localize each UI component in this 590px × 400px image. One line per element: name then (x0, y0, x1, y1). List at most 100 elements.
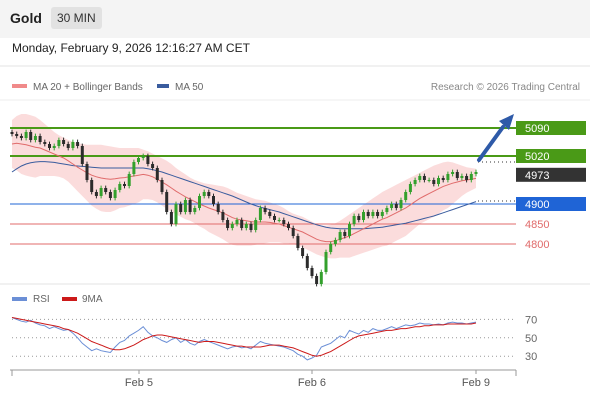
rsi-level-label-70: 70 (525, 314, 537, 326)
candle-body (258, 208, 262, 220)
candle-body (422, 176, 426, 180)
candle-body (385, 208, 389, 212)
candle-body (469, 174, 473, 180)
price-levels (10, 127, 516, 245)
candle-body (151, 164, 155, 168)
candle-body (244, 224, 248, 228)
x-tick-label: Feb 6 (298, 377, 326, 389)
ma50-legend-label: MA 50 (175, 82, 204, 93)
candle-body (296, 236, 300, 248)
candle-body (460, 176, 464, 178)
candle-body (441, 178, 445, 180)
candle-body (155, 168, 159, 180)
candle-body (146, 156, 150, 164)
candle-body (193, 208, 197, 212)
candle-body (165, 192, 169, 212)
candle-body (474, 172, 478, 174)
candle-body (169, 212, 173, 224)
candle-body (38, 136, 42, 142)
candle-body (212, 196, 215, 204)
level-label-4800: 4800 (525, 239, 549, 251)
instrument-title: Gold (10, 10, 42, 26)
chart-datetime: Monday, February 9, 2026 12:16:27 AM CET (12, 41, 250, 55)
candle-body (62, 140, 66, 144)
candle-body (451, 172, 455, 174)
bollinger-band (12, 114, 476, 259)
x-tick-label: Feb 9 (462, 377, 490, 389)
candle-body (108, 192, 112, 198)
candle-body (221, 212, 225, 220)
ma20-line (11, 142, 477, 243)
ma50-legend-swatch (157, 84, 169, 88)
candle-body (80, 146, 84, 164)
rsi-legend-swatch (12, 297, 27, 301)
candle-body (179, 204, 183, 212)
candle-body (263, 208, 267, 212)
rsi-levels: 70 50 30 (12, 314, 537, 363)
candle-body (207, 192, 211, 196)
level-label-4973: 4973 (525, 170, 549, 182)
candle-body (226, 220, 230, 228)
candle-body (301, 248, 305, 256)
candle-body (348, 224, 351, 236)
rsi-legend-label: RSI (33, 294, 50, 305)
candle-body (19, 136, 23, 138)
rsi-ma-legend-swatch (62, 297, 77, 301)
candle-body (10, 132, 14, 134)
candle-body (118, 184, 122, 190)
candle-body (33, 136, 37, 140)
candle-body (310, 268, 314, 276)
candle-body (362, 212, 365, 220)
candle-body (71, 142, 75, 148)
forecast-arrow (477, 114, 514, 162)
candle-body (413, 180, 417, 184)
candle-body (230, 224, 234, 228)
candle-body (15, 134, 19, 136)
candle-body (390, 204, 394, 208)
candle-body (254, 220, 258, 230)
candle-body (305, 256, 309, 268)
candle-body (160, 180, 164, 192)
candle-body (94, 192, 98, 196)
level-tag-5020 (516, 149, 586, 163)
candle-body (123, 184, 126, 186)
candle-body (66, 144, 70, 148)
candle-body (90, 180, 94, 192)
rsi-line (11, 317, 477, 361)
candle-body (366, 212, 370, 216)
level-label-4900: 4900 (525, 199, 549, 211)
candle-body (198, 196, 201, 208)
ma20-legend-swatch (12, 84, 27, 88)
candle-body (329, 244, 333, 252)
candle-body (432, 180, 436, 184)
candle-body (418, 176, 422, 180)
candle-body (282, 220, 286, 224)
level-tag-5090 (516, 121, 586, 135)
candle-body (437, 178, 440, 184)
candle-body (465, 176, 469, 180)
candle-body (408, 184, 412, 192)
candle-body (137, 158, 140, 162)
candle-body (376, 212, 380, 216)
level-tags: 5090 5020 4973 4900 4850 4800 (516, 121, 586, 251)
candle-body (352, 216, 356, 224)
ma50-line (11, 161, 477, 230)
candlesticks (10, 129, 478, 287)
candle-body (132, 162, 136, 174)
candle-body (427, 180, 431, 181)
header-bar: Gold 30 MIN (0, 0, 590, 38)
candle-body (43, 142, 47, 144)
level-tag-4973 (516, 167, 586, 182)
candle-body (52, 146, 56, 148)
candle-body (446, 174, 450, 180)
candle-body (315, 276, 319, 284)
timeframe-badge[interactable]: 30 MIN (51, 7, 102, 29)
candle-body (333, 240, 337, 244)
level-label-4850: 4850 (525, 219, 549, 231)
candle-body (235, 220, 239, 224)
candle-body (357, 216, 361, 220)
candle-body (371, 212, 375, 216)
level-label-5020: 5020 (525, 151, 549, 163)
candle-body (127, 174, 131, 186)
candle-body (399, 200, 403, 208)
